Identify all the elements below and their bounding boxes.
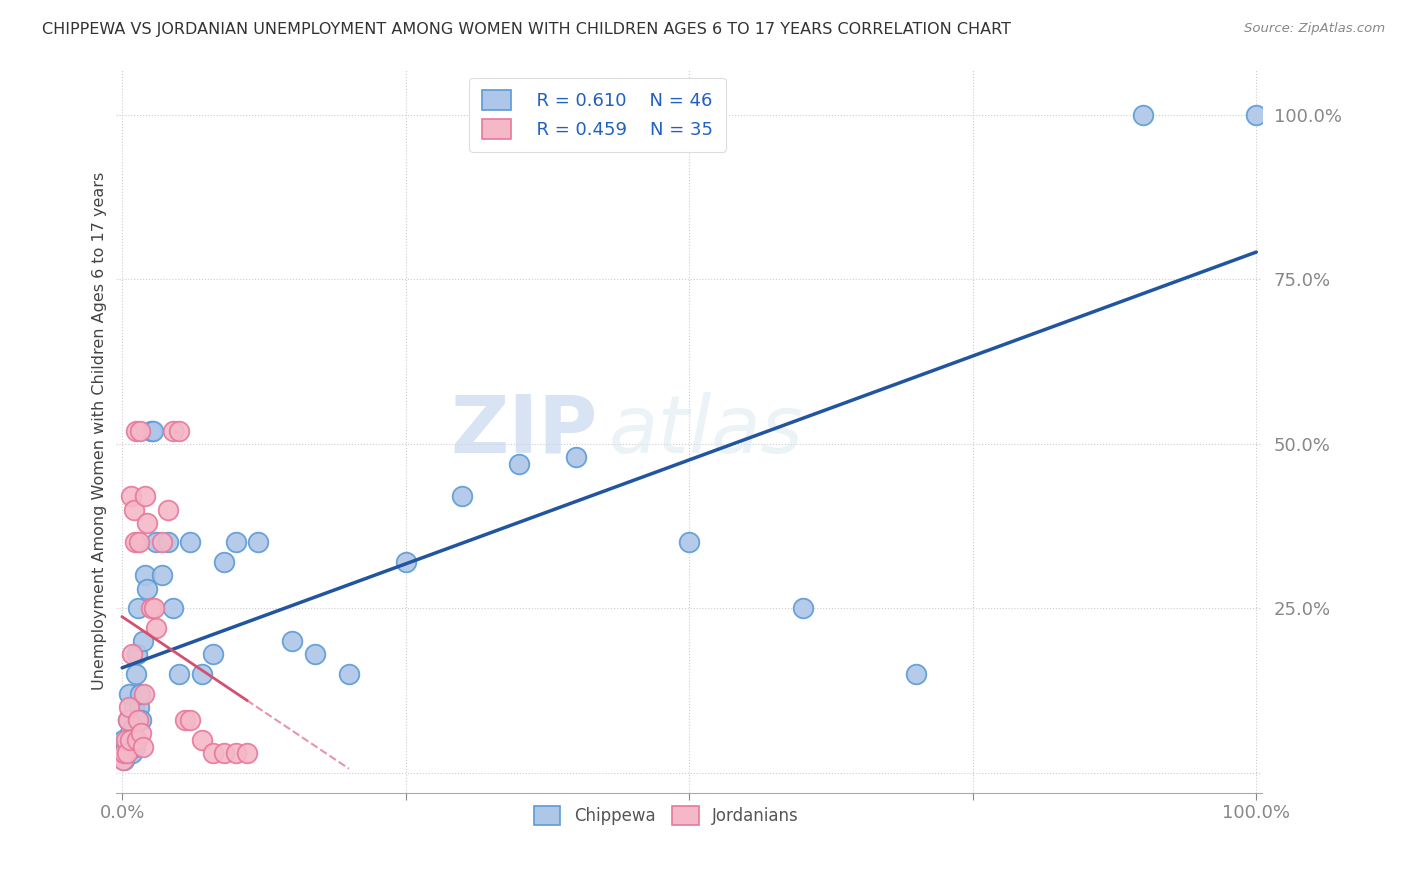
Point	[145, 621, 167, 635]
Point	[127, 713, 149, 727]
Point	[678, 535, 700, 549]
Point	[236, 746, 259, 760]
Point	[120, 726, 142, 740]
Text: ZIP: ZIP	[450, 392, 598, 469]
Point	[281, 634, 304, 648]
Legend: Chippewa, Jordanians: Chippewa, Jordanians	[524, 797, 808, 835]
Point	[150, 535, 173, 549]
Point	[167, 667, 190, 681]
Point	[162, 424, 184, 438]
Point	[156, 502, 179, 516]
Point	[179, 535, 201, 549]
Point	[114, 739, 136, 754]
Point	[190, 667, 212, 681]
Point	[115, 746, 138, 760]
Point	[247, 535, 270, 549]
Point	[190, 733, 212, 747]
Point	[120, 733, 142, 747]
Point	[905, 667, 928, 681]
Text: atlas: atlas	[609, 392, 804, 469]
Text: Source: ZipAtlas.com: Source: ZipAtlas.com	[1244, 22, 1385, 36]
Point	[162, 601, 184, 615]
Point	[121, 746, 143, 760]
Point	[118, 687, 141, 701]
Point	[131, 634, 153, 648]
Point	[122, 502, 145, 516]
Point	[131, 726, 153, 740]
Point	[131, 713, 153, 727]
Point	[167, 424, 190, 438]
Point	[145, 535, 167, 549]
Point	[139, 601, 162, 615]
Point	[212, 555, 235, 569]
Point	[117, 713, 139, 727]
Point	[122, 720, 145, 734]
Point	[156, 535, 179, 549]
Point	[142, 424, 165, 438]
Point	[128, 700, 150, 714]
Point	[201, 648, 224, 662]
Point	[304, 648, 326, 662]
Point	[1246, 107, 1268, 121]
Point	[565, 450, 588, 464]
Point	[117, 713, 139, 727]
Point	[212, 746, 235, 760]
Point	[128, 535, 150, 549]
Point	[114, 753, 136, 767]
Text: CHIPPEWA VS JORDANIAN UNEMPLOYMENT AMONG WOMEN WITH CHILDREN AGES 6 TO 17 YEARS : CHIPPEWA VS JORDANIAN UNEMPLOYMENT AMONG…	[42, 22, 1011, 37]
Point	[134, 490, 156, 504]
Point	[125, 648, 148, 662]
Point	[112, 733, 135, 747]
Point	[179, 713, 201, 727]
Point	[139, 424, 162, 438]
Point	[114, 746, 136, 760]
Point	[115, 746, 138, 760]
Point	[136, 516, 159, 530]
Point	[114, 733, 136, 747]
Point	[1132, 107, 1154, 121]
Point	[395, 555, 418, 569]
Point	[451, 490, 474, 504]
Point	[508, 457, 530, 471]
Point	[121, 648, 143, 662]
Point	[112, 753, 135, 767]
Point	[120, 490, 142, 504]
Point	[792, 601, 814, 615]
Point	[124, 535, 146, 549]
Point	[337, 667, 360, 681]
Point	[142, 601, 165, 615]
Point	[124, 739, 146, 754]
Point	[173, 713, 195, 727]
Point	[225, 535, 247, 549]
Point	[201, 746, 224, 760]
Point	[131, 739, 153, 754]
Point	[125, 667, 148, 681]
Point	[125, 424, 148, 438]
Point	[134, 568, 156, 582]
Point	[225, 746, 247, 760]
Point	[129, 687, 152, 701]
Point	[132, 687, 155, 701]
Point	[127, 601, 149, 615]
Point	[136, 582, 159, 596]
Point	[125, 733, 148, 747]
Point	[120, 733, 142, 747]
Y-axis label: Unemployment Among Women with Children Ages 6 to 17 years: Unemployment Among Women with Children A…	[93, 171, 107, 690]
Point	[150, 568, 173, 582]
Point	[122, 700, 145, 714]
Point	[129, 424, 152, 438]
Point	[118, 700, 141, 714]
